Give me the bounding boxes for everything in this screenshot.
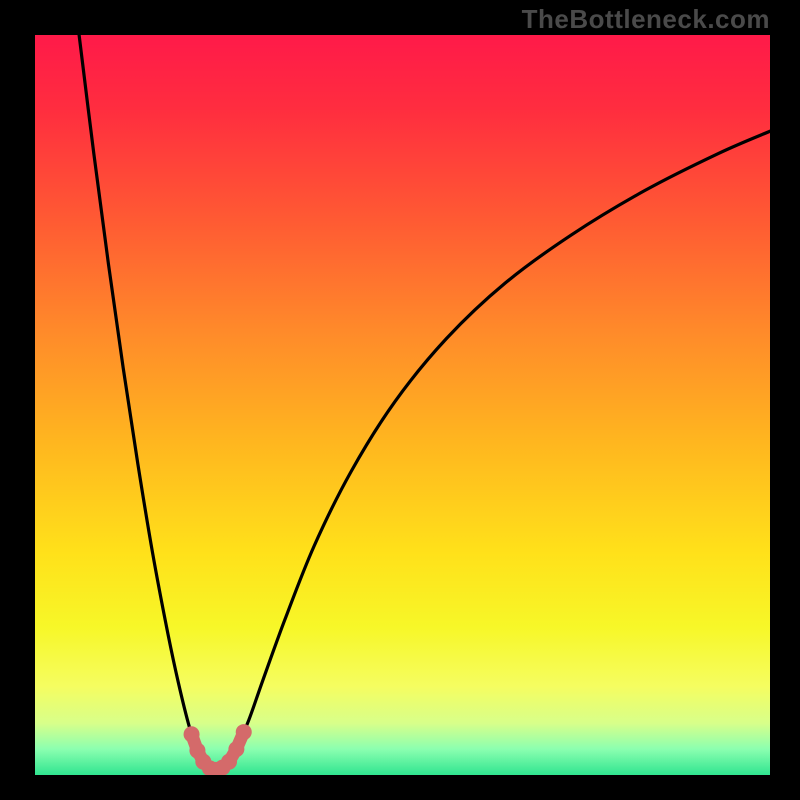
curve-layer <box>35 35 770 775</box>
curve-marker <box>184 726 200 742</box>
plot-area <box>35 35 770 775</box>
curve-marker <box>236 724 252 740</box>
watermark-text: TheBottleneck.com <box>522 4 770 35</box>
curve-marker <box>228 741 244 757</box>
bottleneck-curve <box>79 35 770 770</box>
